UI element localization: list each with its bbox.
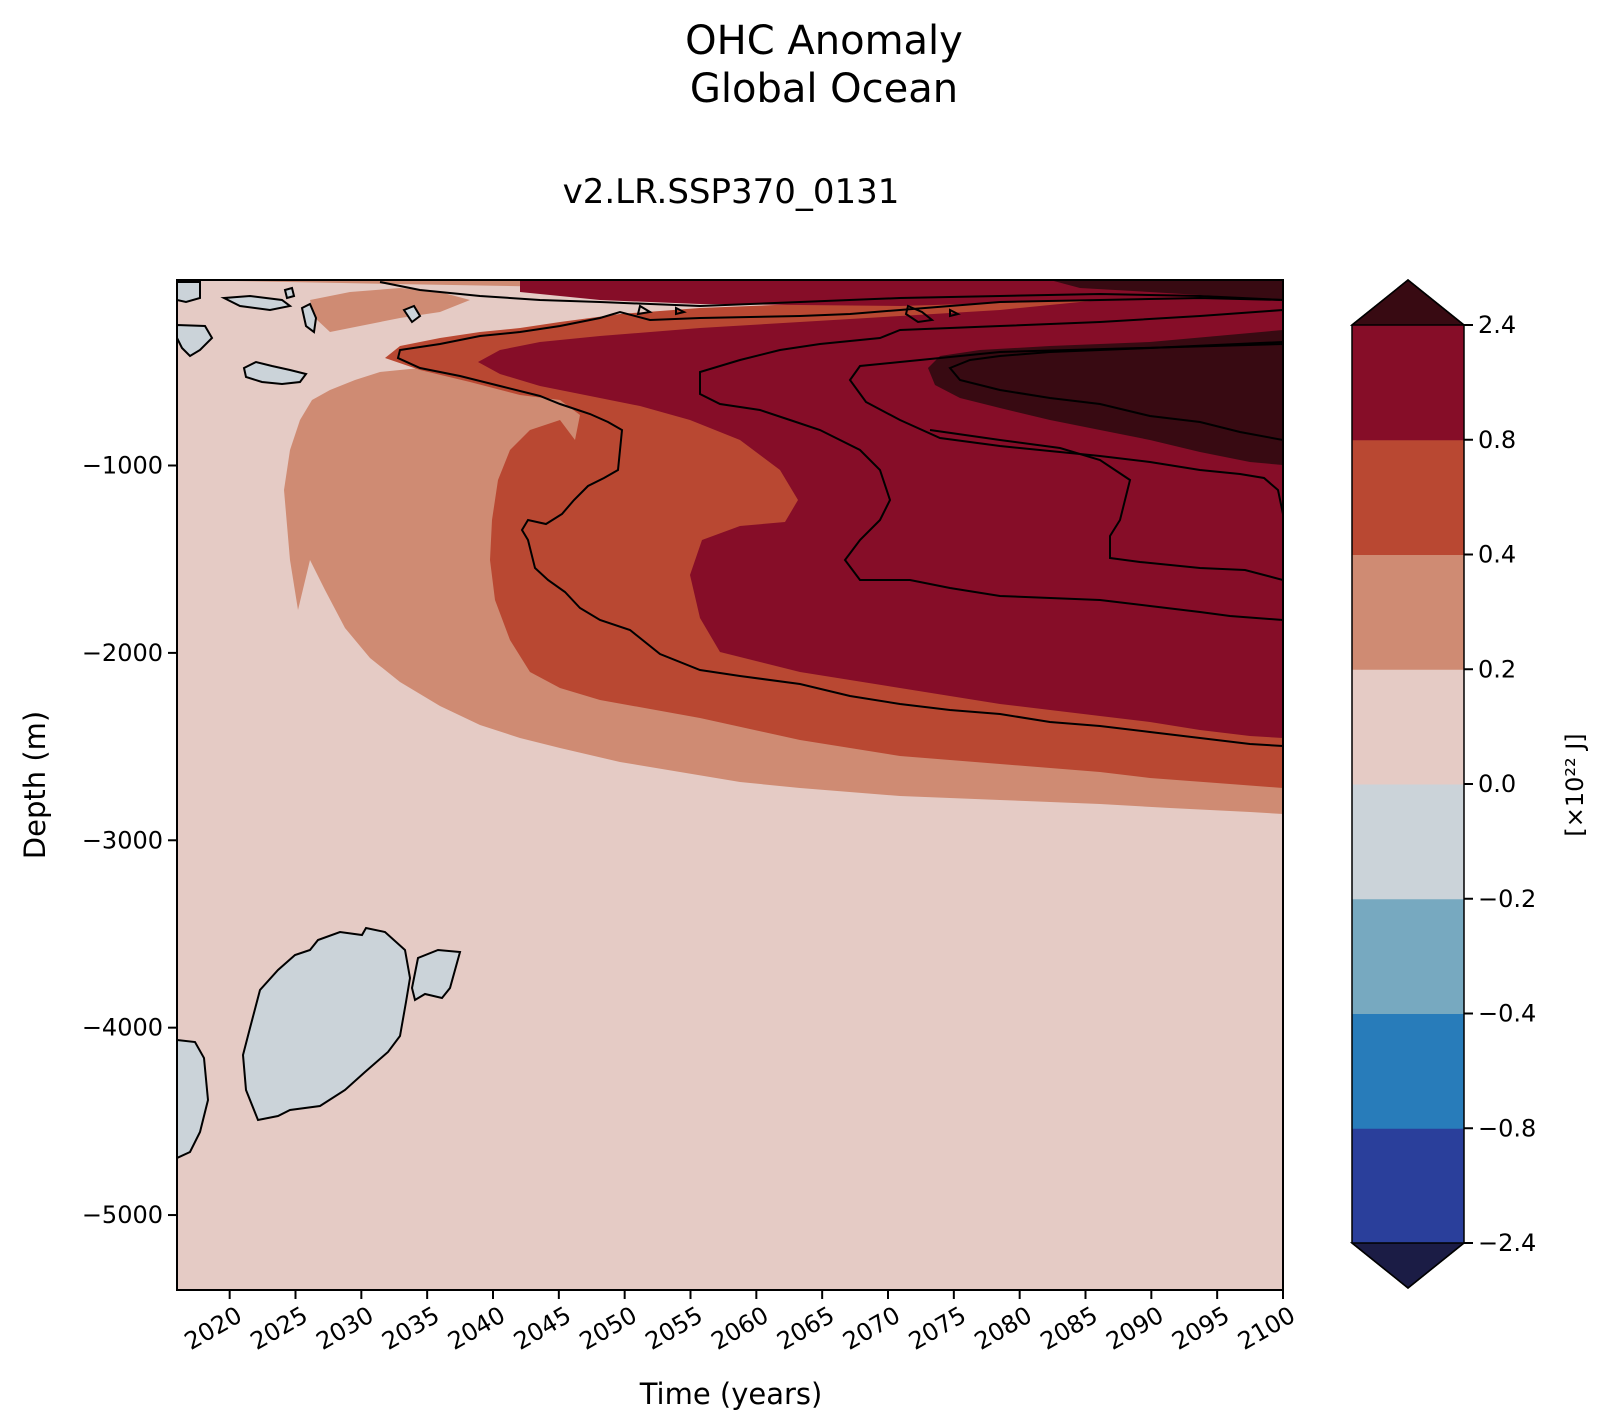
y-axis-label: Depth (m)	[18, 711, 52, 859]
band-0.2-0.4-surface	[310, 288, 470, 332]
colorbar-segment	[1352, 669, 1464, 785]
y-tick-label: −2000	[82, 639, 163, 667]
colorbar-tick-label: −0.4	[1478, 1000, 1536, 1028]
colorbar-tick-label: 2.4	[1478, 311, 1516, 339]
x-tick-label: 2025	[246, 1301, 313, 1356]
y-axis: −1000 −2000 −3000 −4000 −5000	[82, 452, 177, 1229]
x-tick-label: 2055	[641, 1301, 708, 1356]
x-axis-label: Time (years)	[639, 1377, 823, 1411]
band-above-2.4	[928, 280, 1283, 465]
negative-region-surface-4	[220, 294, 293, 312]
colorbar: −2.4 −0.8 −0.4 −0.2 0.0 0.2 0.4 0.8 2.4	[1349, 279, 1536, 1289]
plot-frame	[176, 279, 1284, 1291]
colorbar-tick-label: 0.0	[1478, 770, 1516, 798]
y-tick-label: −4000	[82, 1014, 163, 1042]
colorbar-tick-label: −0.2	[1478, 885, 1536, 913]
contour-line-2.4-c	[848, 343, 1283, 515]
x-tick-label: 2070	[838, 1301, 905, 1356]
contour-line-0.8	[396, 296, 1283, 747]
x-tick-label: 2035	[377, 1301, 444, 1356]
contour-line-surface-c	[904, 304, 935, 324]
negative-region-deep-2035	[410, 948, 462, 1002]
band-above-2.4-surface	[1050, 280, 1283, 300]
colorbar-segment	[1352, 325, 1464, 441]
colorbar-segment	[1352, 554, 1464, 670]
negative-region-deep-2016	[177, 1038, 210, 1160]
x-axis: 2020202520302035204020452050205520602065…	[180, 1290, 1300, 1356]
negative-region-surface-5	[300, 302, 318, 334]
patch-0.2-0.4	[467, 460, 481, 496]
colorbar-label: [×10²² J]	[1561, 733, 1589, 836]
x-tick-label: 2045	[509, 1301, 576, 1356]
contour-line-2.4-d	[929, 429, 1283, 581]
negative-regions	[177, 281, 462, 1160]
negative-region-surface-3	[177, 281, 201, 304]
negative-region-surface-6	[402, 304, 422, 324]
x-tick-label: 2090	[1101, 1301, 1168, 1356]
contour-line-2.4-b	[699, 309, 1283, 621]
colorbar-segment	[1352, 784, 1464, 900]
x-tick-label: 2065	[772, 1301, 839, 1356]
x-tick-label: 2020	[180, 1301, 247, 1356]
colorbar-tick-label: −0.8	[1478, 1114, 1536, 1142]
y-tick-label: −1000	[82, 452, 163, 480]
contour-line-surface-e	[949, 308, 961, 318]
contour-line-surface	[379, 281, 1283, 308]
y-tick-label: −3000	[82, 826, 163, 854]
y-tick-label: −5000	[82, 1201, 163, 1229]
x-tick-label: 2095	[1167, 1301, 1234, 1356]
x-tick-label: 2100	[1233, 1301, 1300, 1356]
colorbar-tick-label: 0.2	[1478, 655, 1516, 683]
x-tick-label: 2080	[970, 1301, 1037, 1356]
x-tick-label: 2060	[706, 1301, 773, 1356]
colorbar-segment	[1352, 439, 1464, 555]
contour-field	[177, 280, 1283, 1290]
contour-lines	[379, 281, 1283, 747]
colorbar-tick-label: 0.8	[1478, 426, 1516, 454]
chart-subtitle: v2.LR.SSP370_0131	[563, 172, 900, 212]
colorbar-segment	[1352, 898, 1464, 1014]
colorbar-tick-label: −2.4	[1478, 1229, 1536, 1257]
colorbar-segment	[1352, 1013, 1464, 1129]
contour-line-surface-b	[636, 304, 653, 316]
x-tick-label: 2075	[904, 1301, 971, 1356]
contour-line-2.4	[948, 341, 1283, 441]
x-tick-label: 2030	[311, 1301, 378, 1356]
negative-region-deep-2017-2037	[241, 926, 412, 1122]
x-tick-label: 2050	[575, 1301, 642, 1356]
x-tick-label: 2040	[443, 1301, 510, 1356]
negative-region-surface-7	[283, 286, 296, 300]
colorbar-extend-over	[1349, 279, 1467, 326]
x-tick-label: 2085	[1036, 1301, 1103, 1356]
contour-line-surface-d	[675, 306, 687, 316]
colorbar-extend-under	[1349, 1242, 1467, 1289]
colorbar-segment	[1352, 1128, 1464, 1244]
chart-title-line2: Global Ocean	[690, 66, 958, 112]
chart-title: OHC Anomaly	[685, 18, 963, 64]
colorbar-tick-label: 0.4	[1478, 541, 1516, 569]
negative-region-surface-2	[242, 360, 308, 386]
